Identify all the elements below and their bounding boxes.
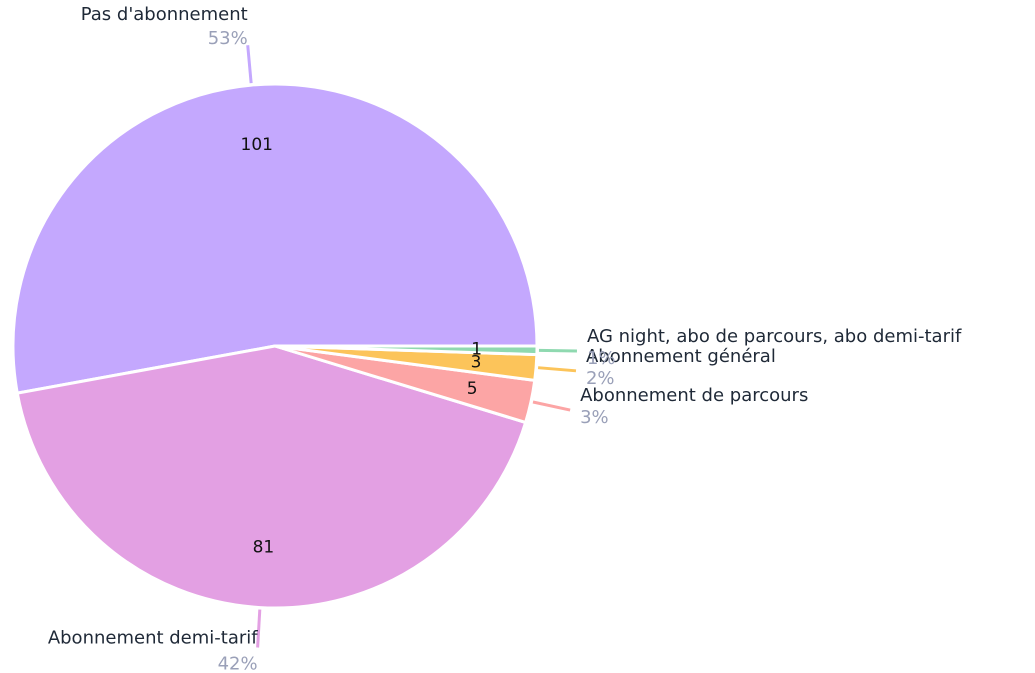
slice-percent: 42% bbox=[218, 653, 258, 673]
slice-label: Abonnement de parcours bbox=[580, 385, 808, 406]
slice-label: Abonnement général bbox=[586, 346, 776, 367]
leader-line bbox=[537, 366, 577, 373]
slice-value: 5 bbox=[467, 379, 478, 399]
pie-slice bbox=[11, 82, 539, 395]
slice-value: 101 bbox=[241, 135, 273, 155]
slice-label: Abonnement demi-tarif bbox=[48, 627, 258, 648]
slice-value: 81 bbox=[253, 537, 275, 557]
slice-percent: 3% bbox=[580, 407, 609, 428]
slice-value: 1 bbox=[471, 339, 482, 359]
leader-line bbox=[538, 348, 577, 353]
slice-label: Pas d'abonnement bbox=[81, 4, 248, 25]
slice-label: AG night, abo de parcours, abo demi-tari… bbox=[587, 326, 962, 347]
leader-line bbox=[246, 45, 253, 84]
slice-percent: 2% bbox=[586, 368, 615, 389]
slice-value: 3 bbox=[471, 353, 482, 373]
leader-line bbox=[532, 400, 571, 412]
pie-slice bbox=[274, 344, 539, 357]
slice-percent: 1% bbox=[587, 348, 616, 369]
leader-line bbox=[256, 609, 262, 648]
slice-percent: 53% bbox=[208, 28, 248, 49]
pie-slice bbox=[15, 344, 528, 610]
